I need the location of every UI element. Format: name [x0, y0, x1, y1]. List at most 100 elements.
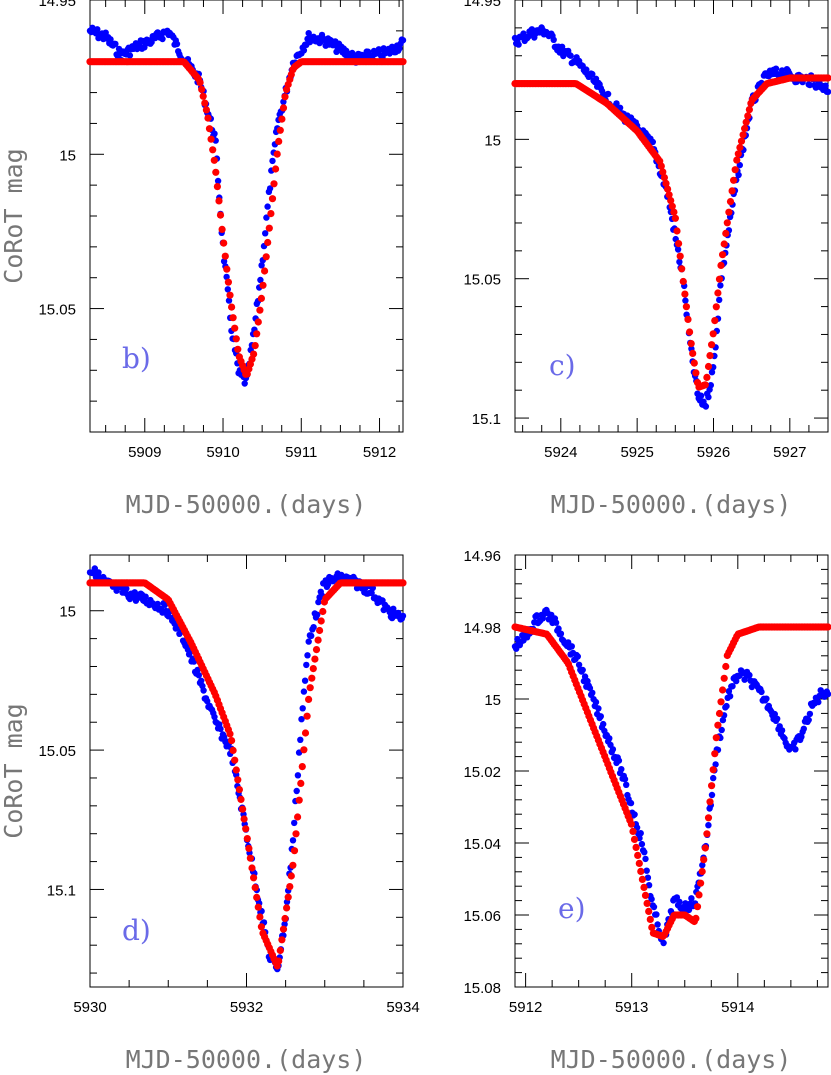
model-point	[704, 814, 713, 822]
observed-point	[258, 262, 265, 269]
model-point	[221, 252, 229, 260]
observed-point	[223, 273, 230, 281]
model-point	[708, 341, 716, 349]
panel-b-model-series	[86, 58, 407, 378]
model-point	[692, 369, 700, 377]
observed-point	[623, 781, 630, 788]
model-point	[287, 872, 295, 880]
model-point	[684, 315, 692, 323]
model-point	[641, 891, 650, 900]
model-point	[301, 729, 310, 737]
observed-point	[589, 689, 596, 696]
model-point	[292, 830, 300, 838]
model-point	[824, 623, 831, 631]
model-point	[300, 746, 308, 754]
observed-point	[688, 895, 695, 902]
observed-point	[708, 791, 716, 799]
y-tick-label: 15.04	[463, 836, 501, 853]
model-point	[399, 579, 407, 587]
model-point	[742, 118, 750, 126]
model-point	[314, 636, 322, 644]
observed-point	[574, 653, 581, 660]
model-point	[205, 125, 214, 133]
model-point	[697, 879, 705, 887]
model-point	[714, 289, 722, 297]
observed-point	[204, 697, 211, 705]
observed-point	[528, 26, 536, 33]
model-point	[708, 782, 716, 790]
model-point	[728, 187, 736, 195]
model-point	[278, 936, 286, 944]
observed-point	[289, 837, 297, 844]
observed-point	[627, 799, 635, 807]
y-tick-label: 14.95	[38, 0, 76, 10]
observed-point	[735, 171, 742, 179]
model-point	[273, 150, 281, 158]
observed-point	[107, 36, 114, 43]
observed-point	[648, 895, 655, 903]
model-point	[289, 861, 297, 869]
observed-point	[699, 861, 706, 869]
model-point	[232, 766, 240, 774]
observed-point	[725, 688, 733, 695]
model-point	[281, 93, 289, 101]
model-point	[665, 191, 673, 199]
panel-e: 5912 5913 5914 14.96 14.98 15 15.02 15.04 15.06 1…	[463, 548, 831, 1074]
observed-point	[798, 733, 805, 740]
model-point	[744, 112, 752, 120]
observed-point	[641, 849, 648, 856]
observed-point	[606, 735, 613, 742]
model-point	[703, 373, 711, 381]
x-tick-label: 5932	[230, 999, 263, 1016]
observed-point	[225, 297, 233, 304]
y-tick-label: 15.08	[463, 980, 501, 997]
observed-point	[200, 687, 207, 694]
observed-point	[712, 761, 719, 768]
model-point	[720, 240, 728, 248]
model-point	[657, 162, 665, 170]
observed-point	[112, 40, 119, 48]
observed-point	[637, 830, 644, 837]
x-tick-label: 5912	[363, 444, 396, 461]
observed-point	[592, 698, 600, 706]
model-point	[265, 224, 273, 232]
model-point	[279, 104, 288, 112]
model-point	[306, 684, 314, 692]
model-point	[303, 712, 311, 720]
model-point	[671, 214, 680, 222]
model-point	[286, 883, 294, 891]
panel-d-tick-labels: 5930 5932 5934 15 15.05 15.1	[38, 604, 419, 1016]
model-point	[627, 820, 636, 828]
model-point	[204, 114, 212, 122]
observed-point	[771, 710, 778, 718]
x-tick-label: 5914	[721, 999, 754, 1016]
model-point	[692, 914, 700, 923]
observed-point	[552, 619, 560, 626]
observed-point	[297, 736, 304, 743]
observed-point	[723, 702, 730, 710]
model-point	[717, 698, 725, 706]
x-tick-label: 5912	[509, 999, 542, 1016]
observed-point	[154, 600, 161, 608]
model-point	[643, 899, 651, 908]
observed-point	[586, 684, 594, 692]
x-tick-label: 5927	[773, 444, 806, 461]
model-point	[659, 168, 667, 176]
observed-point	[308, 632, 315, 640]
x-tick-label: 5926	[697, 444, 730, 461]
observed-point	[211, 713, 218, 721]
model-point	[254, 318, 262, 326]
observed-point	[399, 37, 407, 44]
panel-d-ylabel: CoRoT mag	[0, 703, 28, 838]
observed-point	[733, 677, 740, 685]
observed-point	[726, 693, 734, 700]
observed-point	[708, 369, 716, 376]
observed-point	[557, 630, 565, 637]
observed-point	[304, 652, 311, 659]
model-point	[676, 252, 684, 260]
model-point	[632, 843, 640, 852]
observed-point	[824, 88, 831, 95]
y-tick-label: 15	[59, 604, 76, 621]
model-point	[706, 352, 714, 360]
model-point	[199, 92, 207, 100]
